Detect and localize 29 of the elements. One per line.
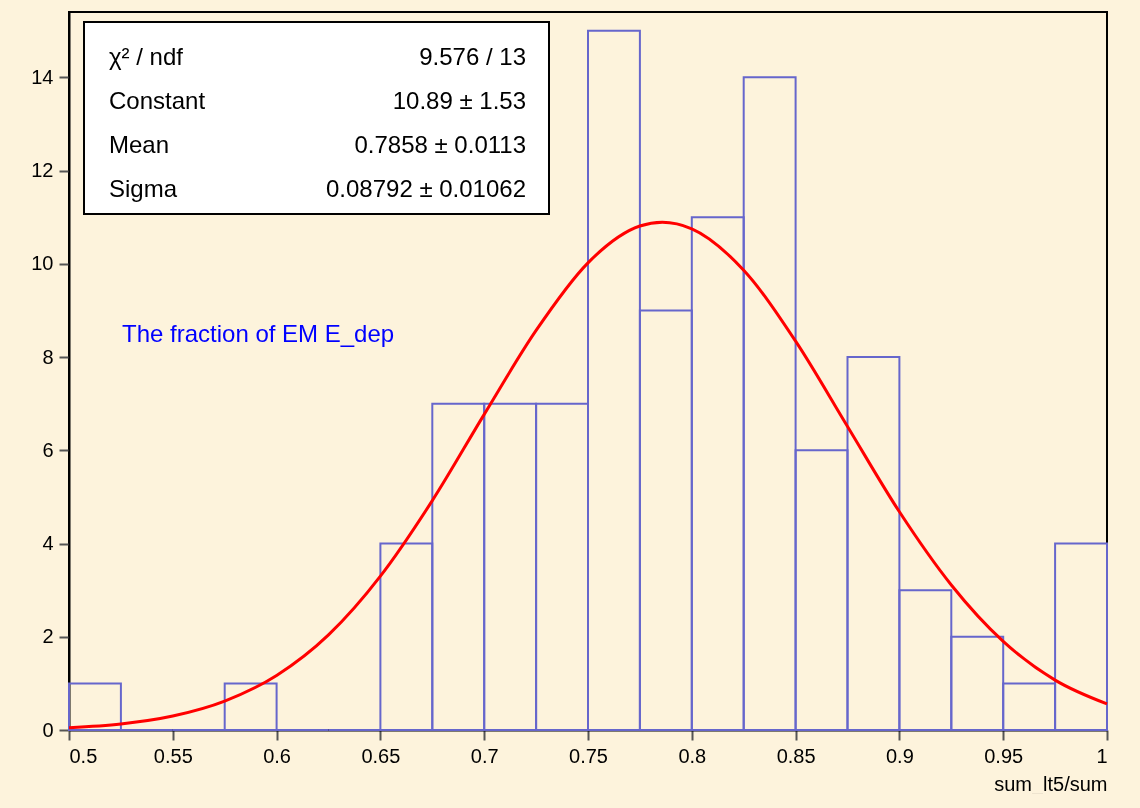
x-tick-label: 0.55 bbox=[153, 744, 193, 767]
annotation: 9.576 / 13 bbox=[419, 43, 526, 70]
x-tick-label: 0.85 bbox=[776, 744, 816, 767]
y-tick-label: 10 bbox=[31, 252, 54, 275]
y-tick-label: 8 bbox=[42, 345, 54, 368]
annotation: Sigma bbox=[109, 175, 178, 202]
annotation: 10.89 ± 1.53 bbox=[392, 87, 526, 114]
annotation: 0.08792 ± 0.01062 bbox=[325, 175, 526, 202]
annotation: The fraction of EM E_dep bbox=[122, 320, 395, 347]
y-tick-label: 2 bbox=[42, 625, 54, 648]
annotation: χ² / ndf bbox=[109, 43, 184, 70]
x-tick-label: 0.8 bbox=[678, 744, 707, 767]
x-tick-label: 0.75 bbox=[569, 744, 608, 767]
y-tick-label: 12 bbox=[31, 159, 54, 182]
x-tick-label: 0.95 bbox=[984, 744, 1024, 767]
annotation: Constant bbox=[109, 87, 206, 114]
x-tick-label: 0.6 bbox=[263, 744, 292, 767]
x-tick-label: 0.65 bbox=[361, 744, 401, 767]
y-tick-label: 4 bbox=[42, 532, 54, 555]
x-axis-title: sum_lt5/sum bbox=[994, 772, 1108, 796]
annotation: 0.7858 ± 0.0113 bbox=[354, 131, 526, 158]
x-tick-label: 1 bbox=[1096, 744, 1108, 767]
x-tick-label: 0.9 bbox=[885, 744, 914, 767]
y-tick-label: 6 bbox=[42, 438, 54, 461]
annotation: Mean bbox=[109, 131, 170, 158]
x-tick-label: 0.5 bbox=[69, 744, 98, 767]
y-tick-label: 0 bbox=[42, 718, 54, 741]
y-tick-label: 14 bbox=[31, 65, 54, 88]
x-tick-label: 0.7 bbox=[470, 744, 499, 767]
